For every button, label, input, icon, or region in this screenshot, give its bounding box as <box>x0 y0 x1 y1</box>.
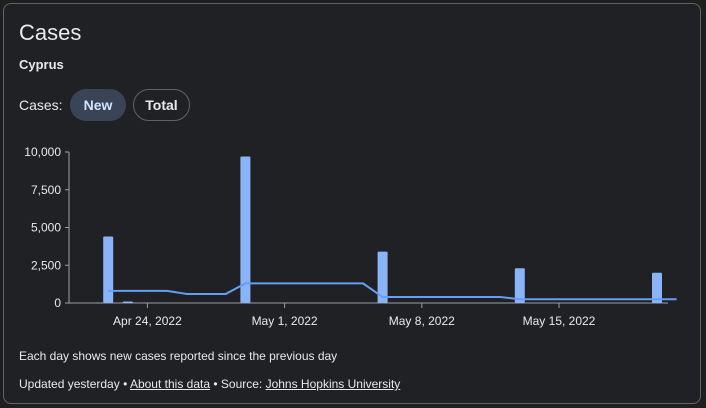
footer: Updated yesterday • About this data • So… <box>19 377 400 391</box>
x-tick-label: May 8, 2022 <box>389 314 455 328</box>
updated-text: Updated yesterday <box>19 377 120 391</box>
new-cases-chip[interactable]: New <box>70 89 126 121</box>
about-data-link[interactable]: About this data <box>129 377 211 391</box>
x-tick-label: May 15, 2022 <box>523 314 596 328</box>
y-tick-label: 5,000 <box>31 221 61 235</box>
x-tick-label: Apr 24, 2022 <box>113 314 182 328</box>
total-cases-chip[interactable]: Total <box>133 89 190 121</box>
cases-card: Cases Cyprus Cases: New Total 10,000 7,50… <box>3 3 701 404</box>
data-bar <box>377 251 388 303</box>
data-bar <box>514 268 525 303</box>
y-tick-label: 7,500 <box>31 183 61 197</box>
data-bar <box>103 236 114 303</box>
card-title: Cases <box>19 20 82 45</box>
data-bar <box>240 156 251 303</box>
y-tick-label: 2,500 <box>31 258 61 272</box>
location-label: Cyprus <box>19 57 64 72</box>
average-line <box>108 282 677 301</box>
footer-separator: • <box>119 377 130 391</box>
y-tick-label: 0 <box>54 296 61 310</box>
x-tick-label: May 1, 2022 <box>252 314 318 328</box>
cases-chart: 10,000 7,500 5,000 2,500 0 Apr 24, 2022 May 1,… <box>24 145 677 328</box>
source-prefix: • Source: <box>210 377 266 391</box>
y-tick-label: 10,000 <box>24 145 61 159</box>
chart-note: Each day shows new cases reported since … <box>19 349 338 363</box>
cases-toggle-label: Cases: <box>19 97 63 113</box>
data-bar <box>652 272 662 303</box>
data-bar <box>122 301 133 303</box>
source-link[interactable]: Johns Hopkins University <box>265 377 401 391</box>
